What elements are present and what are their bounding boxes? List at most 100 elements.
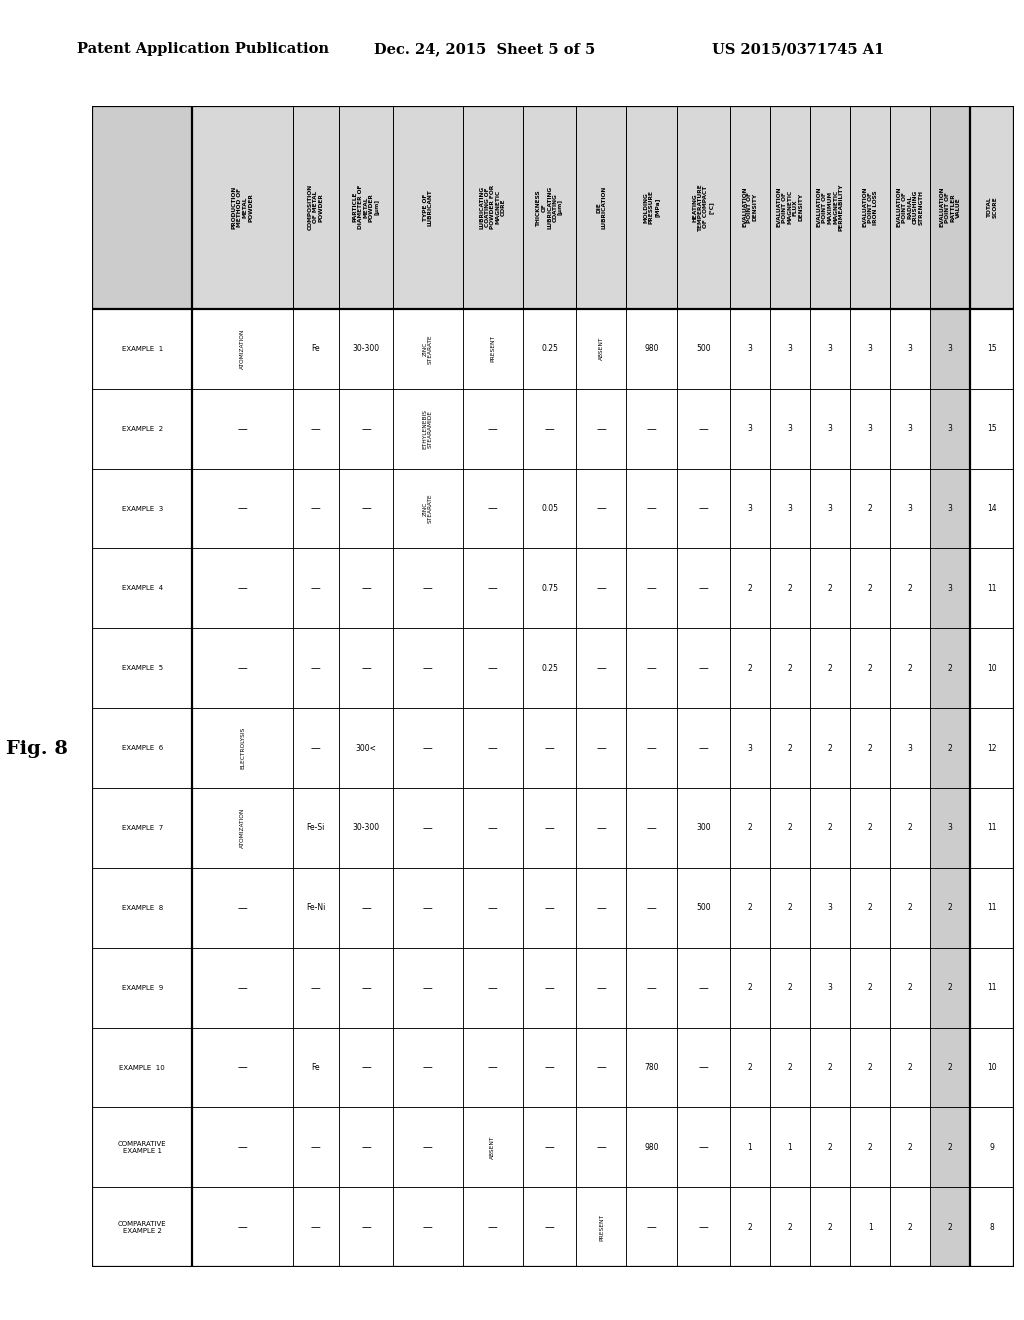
Text: Fig. 8: Fig. 8 [6, 739, 68, 758]
Text: 3: 3 [948, 504, 952, 513]
Text: LUBRICATING
COATING OF
POWDER FOR
MAGNETIC
CORE: LUBRICATING COATING OF POWDER FOR MAGNET… [479, 185, 506, 230]
Text: —: — [361, 424, 371, 434]
Text: —: — [361, 1142, 371, 1152]
Text: 1: 1 [748, 1143, 753, 1152]
Text: 2: 2 [948, 983, 952, 993]
Text: —: — [488, 743, 498, 754]
Text: 2: 2 [948, 1063, 952, 1072]
Text: —: — [597, 424, 606, 434]
Bar [627, 106, 677, 309]
Text: —: — [646, 822, 656, 833]
Text: 3: 3 [787, 504, 793, 513]
Text: 2: 2 [948, 903, 952, 912]
Text: PRESENT: PRESENT [490, 335, 496, 362]
Bar [463, 106, 523, 309]
Text: 300: 300 [696, 824, 711, 833]
Text: EVALUATION
POINT OF
RATTLER
VALUE: EVALUATION POINT OF RATTLER VALUE [940, 187, 961, 227]
Text: —: — [361, 903, 371, 913]
Text: 2: 2 [748, 1222, 753, 1232]
Text: 15: 15 [987, 424, 997, 433]
Text: 3: 3 [948, 824, 952, 833]
Text: 2: 2 [948, 1222, 952, 1232]
Text: EXAMPLE  7: EXAMPLE 7 [122, 825, 163, 832]
Bar [392, 106, 463, 309]
Text: 3: 3 [867, 345, 872, 354]
Text: 1: 1 [787, 1143, 793, 1152]
Bar [523, 106, 577, 309]
Text: ETHYLENEBIS
STEARAMIDE: ETHYLENEBIS STEARAMIDE [423, 409, 433, 449]
Text: —: — [361, 1063, 371, 1073]
Text: —: — [545, 903, 554, 913]
Text: 980: 980 [644, 345, 658, 354]
Text: 2: 2 [908, 903, 912, 912]
Text: 2: 2 [787, 664, 793, 673]
Text: —: — [597, 503, 606, 513]
Bar [930, 708, 971, 788]
Text: 780: 780 [644, 1063, 658, 1072]
Text: 2: 2 [867, 1143, 872, 1152]
Bar [971, 106, 1014, 309]
Text: 3: 3 [908, 504, 912, 513]
Text: 2: 2 [867, 664, 872, 673]
Text: DIE
LUBRICATION: DIE LUBRICATION [596, 186, 606, 228]
Text: 10: 10 [987, 1063, 997, 1072]
Text: 2: 2 [908, 1143, 912, 1152]
Text: 2: 2 [748, 664, 753, 673]
Text: —: — [238, 503, 247, 513]
Text: —: — [311, 663, 321, 673]
Text: —: — [311, 583, 321, 594]
Text: COMPARATIVE
EXAMPLE 2: COMPARATIVE EXAMPLE 2 [118, 1221, 167, 1233]
Text: —: — [597, 903, 606, 913]
Text: 11: 11 [987, 983, 996, 993]
Bar [92, 106, 193, 309]
Text: 11: 11 [987, 903, 996, 912]
Text: —: — [311, 1222, 321, 1233]
Text: —: — [545, 1142, 554, 1152]
Text: 2: 2 [748, 1063, 753, 1072]
Text: —: — [597, 822, 606, 833]
Text: —: — [488, 982, 498, 993]
Text: —: — [238, 1142, 247, 1152]
Text: 2: 2 [908, 824, 912, 833]
Text: EXAMPLE  3: EXAMPLE 3 [122, 506, 163, 512]
Text: —: — [311, 743, 321, 754]
Text: 2: 2 [867, 583, 872, 593]
Text: —: — [238, 583, 247, 594]
Text: 2: 2 [787, 583, 793, 593]
Text: —: — [488, 903, 498, 913]
Text: 2: 2 [948, 1143, 952, 1152]
Text: —: — [698, 503, 708, 513]
Text: 2: 2 [827, 583, 833, 593]
Text: —: — [238, 424, 247, 434]
Text: 3: 3 [867, 424, 872, 433]
Bar [339, 106, 392, 309]
Text: Fe: Fe [311, 345, 321, 354]
Text: —: — [238, 663, 247, 673]
Text: —: — [238, 1063, 247, 1073]
Text: —: — [423, 903, 432, 913]
Text: ATOMIZATION: ATOMIZATION [240, 808, 245, 849]
Text: 3: 3 [908, 424, 912, 433]
Text: 2: 2 [748, 983, 753, 993]
Text: 2: 2 [908, 664, 912, 673]
Text: EXAMPLE  4: EXAMPLE 4 [122, 585, 163, 591]
Bar [930, 1107, 971, 1188]
Text: —: — [488, 583, 498, 594]
Text: 2: 2 [787, 1222, 793, 1232]
Text: EXAMPLE  8: EXAMPLE 8 [122, 904, 163, 911]
Text: 500: 500 [696, 903, 711, 912]
Text: —: — [545, 743, 554, 754]
Bar [930, 788, 971, 869]
Text: Fe-Si: Fe-Si [307, 824, 325, 833]
Text: 3: 3 [948, 345, 952, 354]
Text: ATOMIZATION: ATOMIZATION [240, 329, 245, 370]
Text: 3: 3 [787, 424, 793, 433]
Text: 12: 12 [987, 743, 996, 752]
Bar [677, 106, 730, 309]
Text: —: — [423, 583, 432, 594]
Text: EXAMPLE  2: EXAMPLE 2 [122, 425, 163, 432]
Text: 3: 3 [827, 903, 833, 912]
Text: —: — [361, 1222, 371, 1233]
Text: —: — [646, 982, 656, 993]
Text: —: — [361, 583, 371, 594]
